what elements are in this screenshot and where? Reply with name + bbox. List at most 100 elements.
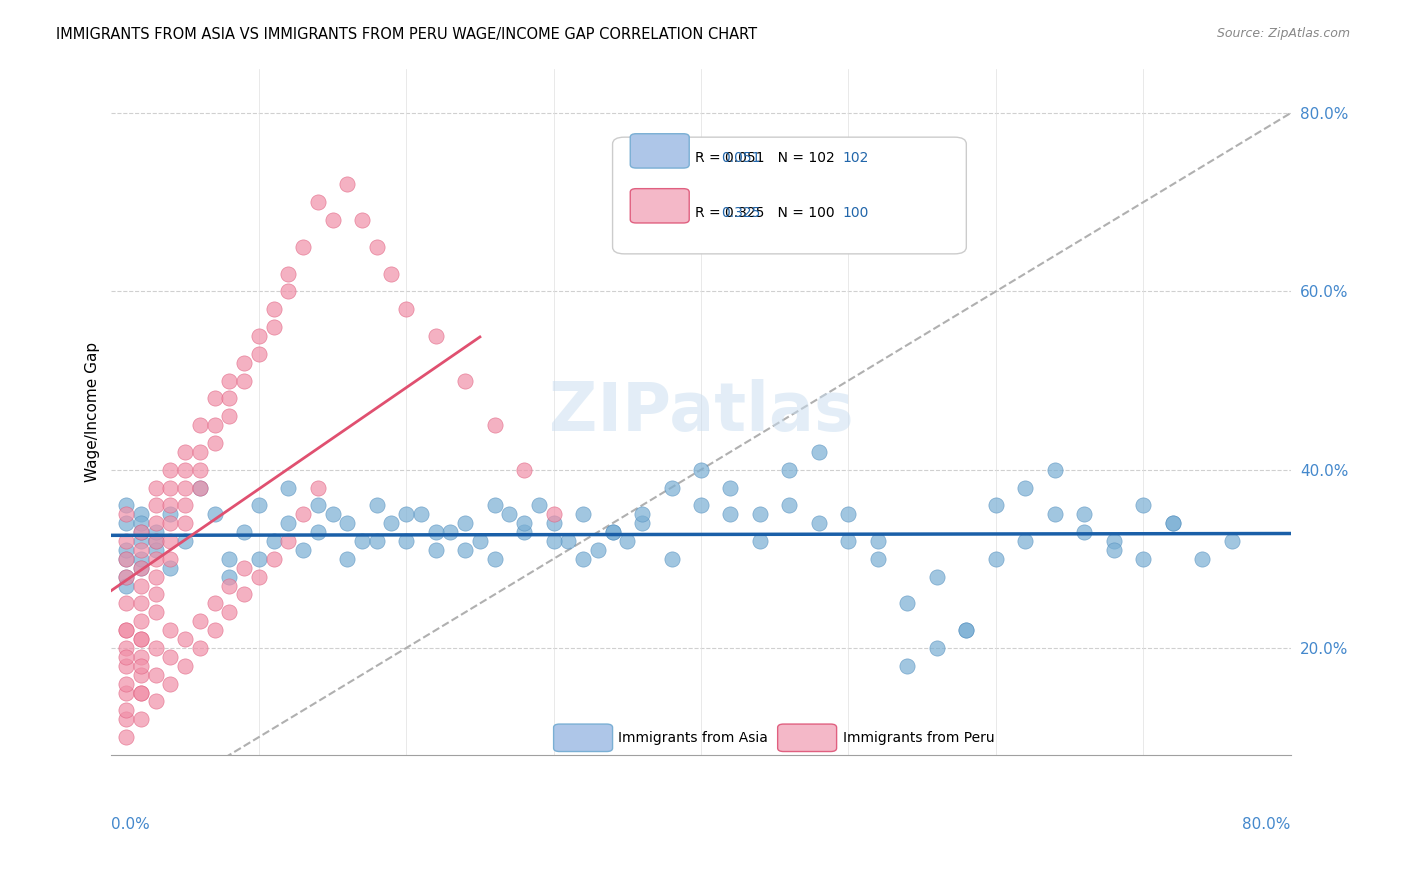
Text: R = 0.051   N = 102: R = 0.051 N = 102 [695,151,835,165]
Point [513,516,536,531]
Point [145,551,167,566]
FancyBboxPatch shape [630,134,689,168]
Point [866,534,889,549]
Point [484,499,506,513]
Point [837,534,859,549]
Point [1043,463,1066,477]
Point [129,649,152,664]
Point [1014,481,1036,495]
Point [1073,508,1095,522]
Text: 100: 100 [842,206,869,219]
Point [454,543,477,558]
Point [233,587,256,601]
Point [336,551,359,566]
Point [233,374,256,388]
Point [129,685,152,699]
Point [307,499,329,513]
Point [159,560,181,574]
Point [602,525,624,540]
Point [145,481,167,495]
Point [631,516,654,531]
Point [425,525,447,540]
Point [115,596,138,610]
Point [218,409,240,424]
Point [896,658,918,673]
Point [484,418,506,433]
Point [115,658,138,673]
Point [115,569,138,583]
Point [129,578,152,592]
Point [247,569,270,583]
Point [159,508,181,522]
Point [955,623,977,637]
Point [837,508,859,522]
Point [233,525,256,540]
Point [1132,551,1154,566]
Point [159,516,181,531]
Point [366,240,388,254]
Point [145,587,167,601]
Point [336,178,359,192]
Point [955,623,977,637]
Point [218,569,240,583]
Point [115,499,138,513]
Text: 0.051: 0.051 [721,151,761,165]
Point [129,551,152,566]
Point [1073,525,1095,540]
Text: R = 0.325   N = 100: R = 0.325 N = 100 [695,206,835,219]
Point [661,551,683,566]
Point [218,605,240,619]
Point [129,534,152,549]
Text: Source: ZipAtlas.com: Source: ZipAtlas.com [1216,27,1350,40]
Point [263,320,285,334]
Point [292,240,315,254]
Point [307,481,329,495]
Point [188,481,211,495]
Point [380,516,402,531]
Point [218,392,240,406]
Point [129,614,152,628]
Point [984,551,1007,566]
Point [218,374,240,388]
Point [557,534,579,549]
Point [115,508,138,522]
Point [204,623,226,637]
Point [174,632,197,646]
Point [307,195,329,210]
FancyBboxPatch shape [554,724,613,752]
Point [129,632,152,646]
Point [159,551,181,566]
Point [690,499,713,513]
Point [233,356,256,370]
Point [896,596,918,610]
Point [778,463,800,477]
Point [159,463,181,477]
FancyBboxPatch shape [778,724,837,752]
Point [129,658,152,673]
Point [174,445,197,459]
Point [115,551,138,566]
Point [572,551,595,566]
Point [425,329,447,343]
Point [247,551,270,566]
Point [129,596,152,610]
Point [115,623,138,637]
Point [468,534,491,549]
Point [115,534,138,549]
Point [498,508,520,522]
Point [749,534,772,549]
Point [984,499,1007,513]
Point [129,516,152,531]
Point [631,508,654,522]
Point [115,640,138,655]
Point [395,534,418,549]
Point [188,640,211,655]
Point [159,481,181,495]
Point [159,649,181,664]
Point [616,534,638,549]
Point [115,649,138,664]
Point [174,481,197,495]
Point [188,445,211,459]
Point [1161,516,1184,531]
Point [145,534,167,549]
